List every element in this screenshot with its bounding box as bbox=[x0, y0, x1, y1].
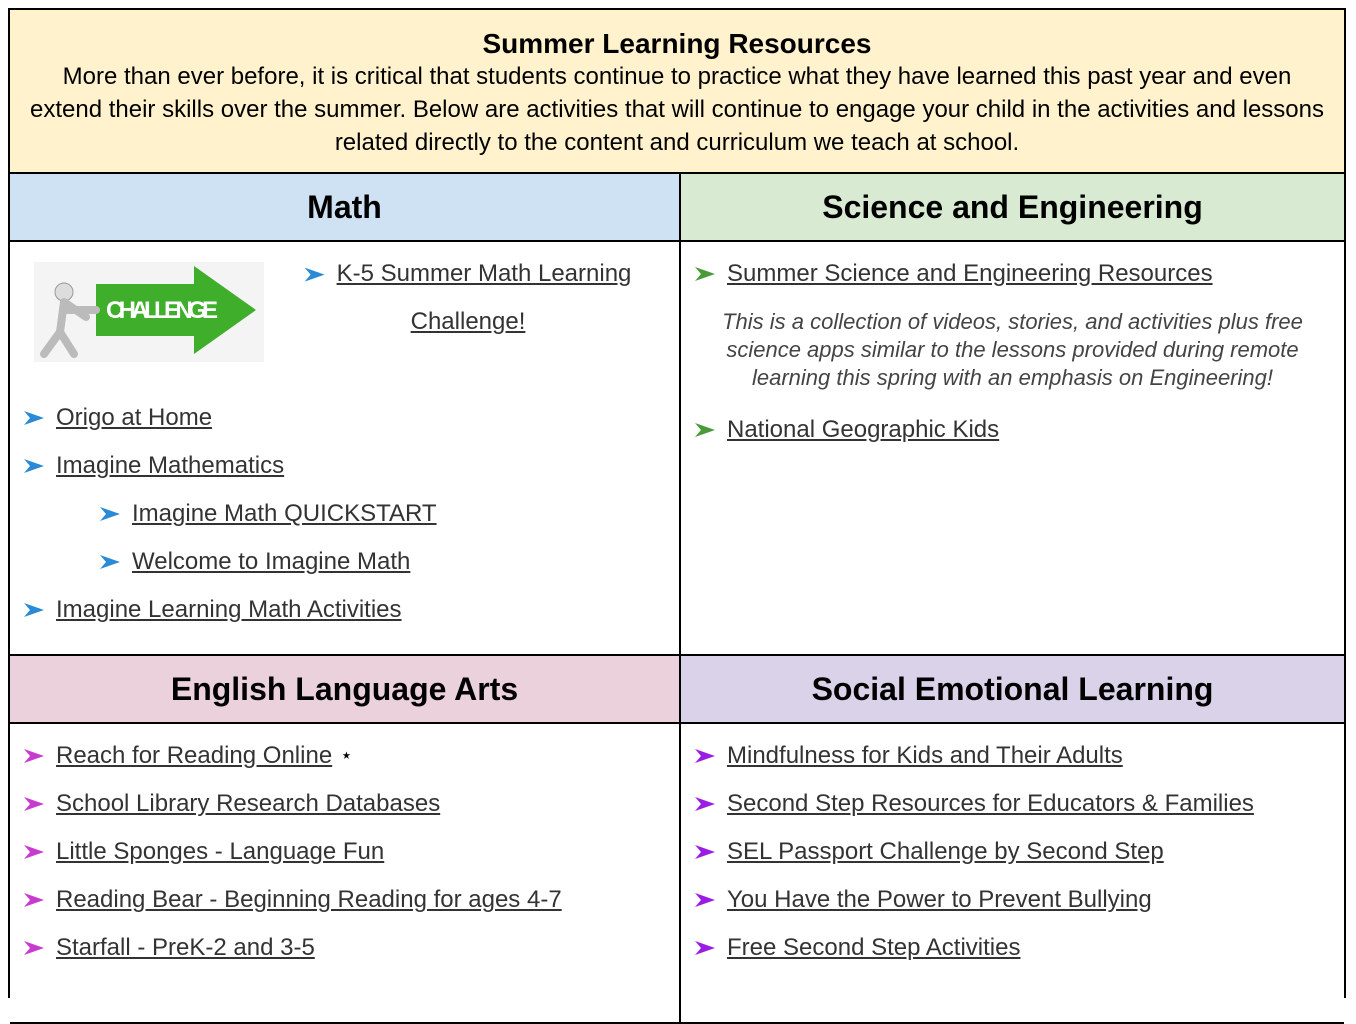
bullet bbox=[695, 845, 715, 859]
link-list: Summer Science and Engineering Resources… bbox=[681, 250, 1344, 454]
header: Summer Learning Resources More than ever… bbox=[10, 10, 1344, 174]
page: Summer Learning Resources More than ever… bbox=[8, 8, 1346, 1024]
bullet bbox=[695, 941, 715, 955]
bullet bbox=[24, 459, 44, 473]
bullet bbox=[100, 507, 120, 521]
bullet bbox=[304, 267, 325, 282]
list-item: Summer Science and Engineering Resources bbox=[681, 250, 1344, 298]
bullet bbox=[695, 267, 715, 281]
link-list: Imagine Math QUICKSTART Welcome to Imagin… bbox=[10, 490, 679, 586]
resource-link[interactable]: You Have the Power to Prevent Bullying bbox=[727, 886, 1152, 913]
resource-link[interactable]: K-5 Summer Math Learning Challenge! bbox=[336, 260, 632, 335]
bullet bbox=[24, 941, 44, 955]
list-item: Little Sponges - Language Fun bbox=[10, 828, 679, 876]
link-list: Reach for Reading Online ⭑ School Library … bbox=[10, 732, 679, 972]
section-heading: Math bbox=[10, 174, 681, 242]
star: ⭑ bbox=[342, 747, 351, 764]
list-item: Imagine Learning Math Activities bbox=[10, 586, 679, 634]
resource-link[interactable]: Welcome to Imagine Math bbox=[132, 548, 411, 575]
featured: CHALLENGE K-5 Summer Math Learning Challe… bbox=[10, 250, 679, 394]
resource-link[interactable]: Mindfulness for Kids and Their Adults bbox=[727, 742, 1123, 769]
resource-link[interactable]: Imagine Learning Math Activities bbox=[56, 596, 402, 623]
bullet bbox=[24, 845, 44, 859]
section-heading: English Language Arts bbox=[10, 656, 681, 724]
bullet bbox=[24, 411, 44, 425]
bullet bbox=[695, 893, 715, 907]
bullet bbox=[24, 603, 44, 617]
link-list: Mindfulness for Kids and Their Adults Sec… bbox=[681, 732, 1344, 972]
bullet bbox=[695, 423, 715, 437]
list-item: National Geographic Kids bbox=[681, 406, 1344, 454]
description: More than ever before, it is critical th… bbox=[30, 63, 1324, 156]
list-item: Origo at Home bbox=[10, 394, 679, 442]
resource-link[interactable]: Origo at Home bbox=[56, 404, 213, 431]
description: This is a collection of videos, stories,… bbox=[722, 309, 1303, 390]
list-item: Starfall - PreK-2 and 3-5 bbox=[10, 924, 679, 972]
resource-link[interactable]: School Library Research Databases bbox=[56, 790, 441, 817]
challenge-image: CHALLENGE bbox=[34, 262, 264, 362]
arrow bbox=[96, 266, 256, 354]
list-item: Mindfulness for Kids and Their Adults bbox=[681, 732, 1344, 780]
resource-link[interactable]: Imagine Math QUICKSTART bbox=[132, 500, 437, 527]
resource-link[interactable]: Reach for Reading Online bbox=[56, 742, 333, 769]
bullet bbox=[24, 797, 44, 811]
section-heading: Social Emotional Learning bbox=[681, 656, 1344, 724]
featured-link: K-5 Summer Math Learning Challenge! bbox=[278, 250, 658, 394]
list-item: Imagine Mathematics bbox=[10, 442, 679, 490]
resource-link[interactable]: Reading Bear - Beginning Reading for age… bbox=[56, 886, 562, 913]
figure-body bbox=[40, 298, 100, 358]
resource-link[interactable]: Starfall - PreK-2 and 3-5 bbox=[56, 934, 315, 961]
document: Summer Learning Resources More than ever… bbox=[8, 8, 1346, 1024]
section-content: Summer Science and Engineering Resources… bbox=[681, 242, 1344, 656]
section-content: Mindfulness for Kids and Their Adults Sec… bbox=[681, 724, 1344, 1024]
resource-link[interactable]: Imagine Mathematics bbox=[56, 452, 285, 479]
list-item: You Have the Power to Prevent Bullying bbox=[681, 876, 1344, 924]
list-item: Reading Bear - Beginning Reading for age… bbox=[10, 876, 679, 924]
bullet bbox=[695, 749, 715, 763]
list-item: School Library Research Databases bbox=[10, 780, 679, 828]
resource-grid: Math Science and Engineering CHALLENGE K-5 … bbox=[10, 174, 1344, 1024]
bullet bbox=[695, 797, 715, 811]
list-item: Free Second Step Activities bbox=[681, 924, 1344, 972]
resource-link[interactable]: Second Step Resources for Educators & Fa… bbox=[727, 790, 1254, 817]
bullet bbox=[100, 555, 120, 569]
link-list: Origo at Home Imagine Mathematics Imagine … bbox=[10, 394, 679, 634]
list-item: Welcome to Imagine Math bbox=[10, 538, 679, 586]
list-item: SEL Passport Challenge by Second Step bbox=[681, 828, 1344, 876]
list-item: Second Step Resources for Educators & Fa… bbox=[681, 780, 1344, 828]
section-content: CHALLENGE K-5 Summer Math Learning Challe… bbox=[10, 242, 681, 656]
image-label: CHALLENGE bbox=[106, 297, 218, 324]
resource-link[interactable]: Little Sponges - Language Fun bbox=[56, 838, 385, 865]
resource-link[interactable]: SEL Passport Challenge by Second Step bbox=[727, 838, 1164, 865]
section-heading: Science and Engineering bbox=[681, 174, 1344, 242]
bullet bbox=[24, 749, 44, 763]
list-item: Reach for Reading Online ⭑ bbox=[10, 732, 679, 780]
title: Summer Learning Resources bbox=[482, 28, 872, 59]
resource-link[interactable]: National Geographic Kids bbox=[727, 416, 1000, 443]
resource-link[interactable]: Free Second Step Activities bbox=[727, 934, 1021, 961]
list-item: Imagine Math QUICKSTART bbox=[10, 490, 679, 538]
bullet bbox=[24, 893, 44, 907]
section-content: Reach for Reading Online ⭑ School Library … bbox=[10, 724, 681, 1024]
resource-link[interactable]: Summer Science and Engineering Resources bbox=[727, 260, 1213, 287]
